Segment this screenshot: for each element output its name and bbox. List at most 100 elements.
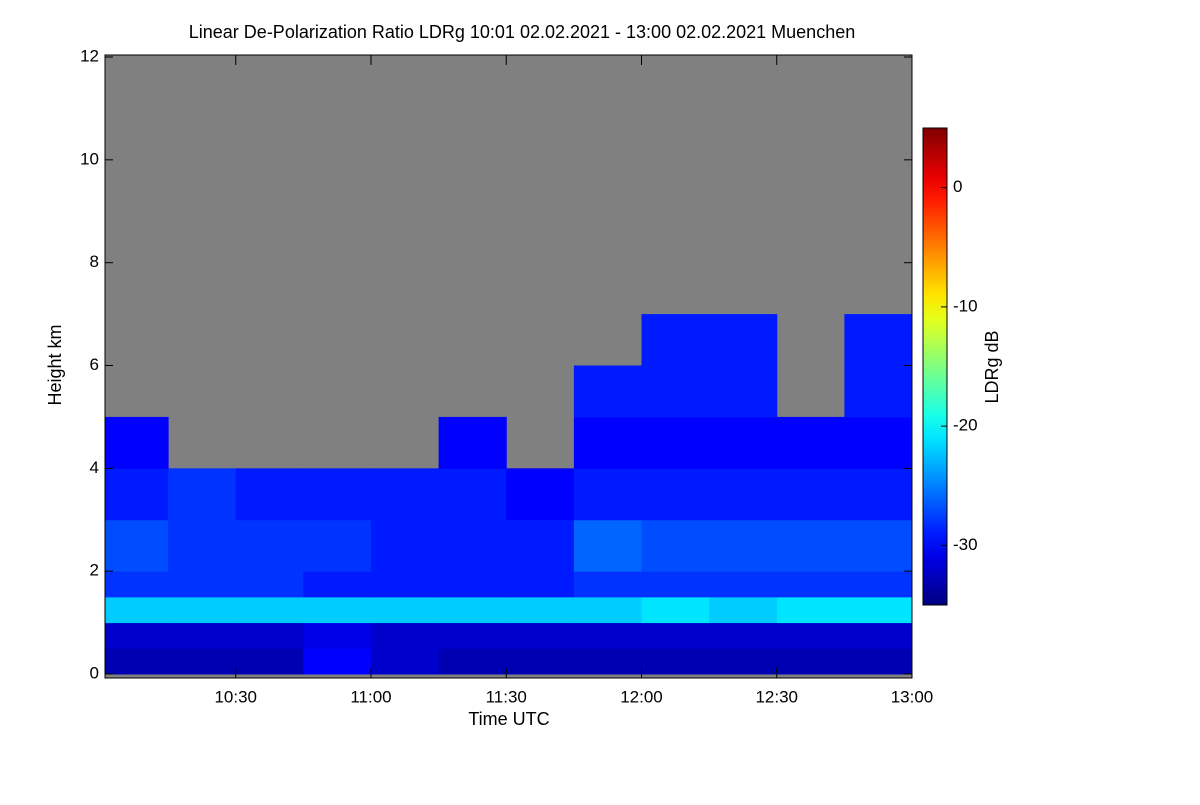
x-tick-label: 10:30 bbox=[214, 687, 257, 706]
y-tick-label: 12 bbox=[80, 46, 99, 65]
heat-cell bbox=[641, 622, 710, 649]
heat-cell bbox=[709, 596, 778, 624]
y-tick-label: 0 bbox=[90, 663, 99, 682]
y-tick-label: 4 bbox=[90, 458, 99, 477]
heat-cell bbox=[303, 596, 372, 624]
y-tick-label: 8 bbox=[90, 252, 99, 271]
y-tick-label: 10 bbox=[80, 149, 99, 168]
heat-cell bbox=[776, 468, 845, 521]
colorbar-tick-label: -30 bbox=[953, 535, 978, 554]
heat-cell bbox=[303, 571, 372, 598]
heat-cell bbox=[438, 622, 507, 649]
heat-cell bbox=[844, 468, 913, 521]
heat-cell bbox=[573, 416, 642, 469]
heat-cell bbox=[709, 468, 778, 521]
heat-cell bbox=[641, 468, 710, 521]
heat-cell bbox=[235, 571, 304, 598]
heat-cell bbox=[303, 648, 372, 675]
x-tick-label: 11:30 bbox=[486, 687, 527, 706]
heat-cell bbox=[709, 571, 778, 598]
x-axis-label: Time UTC bbox=[468, 709, 549, 729]
x-tick-label: 12:30 bbox=[755, 687, 798, 706]
heat-cell bbox=[776, 416, 845, 469]
heat-cell bbox=[438, 416, 507, 469]
heat-cell bbox=[168, 596, 237, 624]
y-tick-label: 6 bbox=[90, 355, 99, 374]
heat-cell bbox=[709, 519, 778, 572]
heat-cell bbox=[168, 622, 237, 649]
heat-cell bbox=[844, 416, 913, 469]
heat-cell bbox=[573, 622, 642, 649]
colorbar-label: LDRg dB bbox=[982, 330, 1002, 403]
heat-cell bbox=[506, 468, 575, 521]
heat-cell bbox=[303, 468, 372, 521]
heat-cell bbox=[573, 596, 642, 624]
heat-cell bbox=[168, 468, 237, 521]
heat-cell bbox=[438, 571, 507, 598]
heat-cell bbox=[168, 571, 237, 598]
heat-cell bbox=[370, 468, 440, 521]
heat-cell bbox=[709, 314, 778, 366]
heat-cell bbox=[506, 596, 575, 624]
heat-cell bbox=[844, 596, 913, 624]
heat-cell bbox=[641, 416, 710, 469]
heat-cell bbox=[168, 519, 237, 572]
heat-cell bbox=[844, 648, 913, 675]
heat-cell bbox=[641, 365, 710, 418]
heat-cell bbox=[641, 596, 710, 624]
heat-cell bbox=[370, 648, 440, 675]
heat-cell bbox=[235, 622, 304, 649]
heat-cell bbox=[776, 622, 845, 649]
heat-cell bbox=[709, 416, 778, 469]
heat-cell bbox=[105, 468, 169, 521]
heat-cell bbox=[438, 596, 507, 624]
heat-cell bbox=[370, 571, 440, 598]
heat-cell bbox=[776, 519, 845, 572]
heat-cell bbox=[506, 622, 575, 649]
heat-cell bbox=[573, 468, 642, 521]
heat-cell bbox=[105, 648, 169, 675]
colorbar-tick-label: -10 bbox=[953, 296, 978, 315]
heat-cell bbox=[105, 571, 169, 598]
heat-cell bbox=[573, 648, 642, 675]
heat-cell bbox=[776, 596, 845, 624]
heat-cell bbox=[573, 571, 642, 598]
heat-cell bbox=[105, 622, 169, 649]
heat-cell bbox=[370, 596, 440, 624]
heat-cell bbox=[235, 468, 304, 521]
heat-cell bbox=[573, 519, 642, 572]
heat-cell bbox=[709, 648, 778, 675]
heat-cell bbox=[776, 571, 845, 598]
heat-cell bbox=[641, 648, 710, 675]
colorbar-tick-label: -20 bbox=[953, 416, 978, 435]
heat-cell bbox=[641, 314, 710, 366]
heat-cell bbox=[844, 314, 913, 366]
heat-cell bbox=[709, 365, 778, 418]
heat-cell bbox=[573, 365, 642, 418]
heat-cell bbox=[776, 648, 845, 675]
heat-cell bbox=[844, 571, 913, 598]
x-tick-label: 11:00 bbox=[350, 687, 391, 706]
heat-cell bbox=[506, 571, 575, 598]
heat-cell bbox=[506, 648, 575, 675]
x-tick-label: 12:00 bbox=[620, 687, 663, 706]
heat-cell bbox=[235, 596, 304, 624]
heat-cell bbox=[438, 519, 507, 572]
plot-frame bbox=[104, 54, 913, 679]
heat-cell bbox=[105, 416, 169, 469]
heat-cell bbox=[709, 622, 778, 649]
heat-cell bbox=[844, 519, 913, 572]
heat-cell bbox=[370, 622, 440, 649]
heat-cell bbox=[438, 468, 507, 521]
colorbar-tick-label: 0 bbox=[953, 177, 962, 196]
heat-cell bbox=[641, 519, 710, 572]
heat-cell bbox=[168, 648, 237, 675]
y-tick-label: 2 bbox=[90, 561, 99, 580]
heat-cell bbox=[235, 519, 304, 572]
heat-cell bbox=[844, 365, 913, 418]
heat-cell bbox=[438, 648, 507, 675]
y-axis-label: Height km bbox=[45, 324, 65, 405]
heat-cell bbox=[303, 622, 372, 649]
x-tick-label: 13:00 bbox=[891, 687, 934, 706]
